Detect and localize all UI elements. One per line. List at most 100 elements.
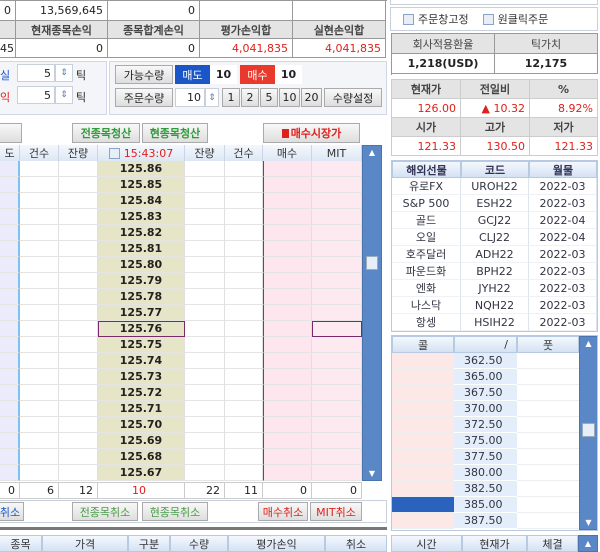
scroll-up-icon[interactable]: ▲ [585, 339, 592, 348]
order-cell[interactable] [263, 449, 312, 465]
order-cell[interactable] [20, 321, 59, 337]
qty-button-5[interactable]: 5 [260, 88, 278, 107]
stop-loss-input[interactable]: 5 [17, 64, 55, 82]
ladder-scrollbar[interactable]: ▲ ▼ [362, 145, 382, 481]
price-cell[interactable]: 125.84 [98, 193, 185, 209]
order-cell[interactable] [185, 273, 225, 289]
order-cell[interactable] [263, 401, 312, 417]
futures-cell[interactable]: HSIH22 [461, 314, 529, 331]
order-cell[interactable] [312, 241, 362, 257]
order-cell[interactable] [20, 433, 59, 449]
order-cell[interactable] [20, 257, 59, 273]
fix-window-checkbox[interactable] [403, 13, 414, 25]
order-cell[interactable] [0, 289, 20, 305]
futures-cell[interactable]: 나스닥 [392, 297, 461, 314]
order-cell[interactable] [185, 401, 225, 417]
order-cell[interactable] [225, 161, 263, 177]
order-cell[interactable] [185, 257, 225, 273]
call-cell[interactable] [392, 433, 454, 449]
order-cell[interactable] [225, 209, 263, 225]
futures-cell[interactable]: 오일 [392, 229, 461, 246]
order-cell[interactable] [59, 465, 98, 481]
order-cell[interactable] [312, 289, 362, 305]
order-cell[interactable] [185, 449, 225, 465]
call-cell[interactable] [392, 401, 454, 417]
scroll-down-icon[interactable]: ▼ [368, 469, 376, 478]
price-cell[interactable]: 125.81 [98, 241, 185, 257]
order-cell[interactable] [59, 337, 98, 353]
price-cell[interactable]: 125.77 [98, 305, 185, 321]
sell-market-button[interactable] [0, 123, 22, 143]
order-cell[interactable] [312, 401, 362, 417]
call-cell[interactable] [392, 385, 454, 401]
order-cell[interactable] [312, 449, 362, 465]
futures-cell[interactable]: 2022-03 [529, 195, 597, 212]
order-cell[interactable] [263, 273, 312, 289]
order-cell[interactable] [20, 241, 59, 257]
call-cell[interactable] [392, 449, 454, 465]
order-cell[interactable] [0, 225, 20, 241]
order-cell[interactable] [312, 385, 362, 401]
buy-cancel-button[interactable]: 매수취소 [258, 502, 308, 521]
order-cell[interactable] [0, 241, 20, 257]
order-cell[interactable] [263, 385, 312, 401]
price-cell[interactable]: 125.79 [98, 273, 185, 289]
put-cell[interactable] [517, 513, 579, 529]
stop-loss-spinner[interactable]: ⇕ [55, 64, 73, 82]
order-cell[interactable] [20, 465, 59, 481]
scroll-thumb[interactable] [582, 423, 595, 437]
take-profit-spinner[interactable]: ⇕ [55, 86, 73, 104]
order-cell[interactable] [225, 433, 263, 449]
order-cell[interactable] [0, 385, 20, 401]
futures-cell[interactable]: 골드 [392, 212, 461, 229]
futures-cell[interactable]: 2022-03 [529, 263, 597, 280]
option-scrollbar[interactable]: ▲ ▼ [579, 336, 597, 530]
order-cell[interactable] [263, 193, 312, 209]
futures-row[interactable]: 항셍 HSIH22 2022-03 [392, 314, 597, 331]
order-cell[interactable] [263, 225, 312, 241]
order-cell[interactable] [0, 369, 20, 385]
order-cell[interactable] [263, 465, 312, 481]
take-profit-input[interactable]: 5 [17, 86, 55, 104]
checkbox[interactable] [108, 147, 120, 159]
price-cell[interactable]: 125.85 [98, 177, 185, 193]
put-cell[interactable] [517, 353, 579, 369]
futures-cell[interactable]: UROH22 [461, 178, 529, 195]
order-cell[interactable] [263, 353, 312, 369]
order-cell[interactable] [312, 433, 362, 449]
order-cell[interactable] [263, 257, 312, 273]
order-cell[interactable] [225, 337, 263, 353]
futures-cell[interactable]: 2022-03 [529, 314, 597, 331]
futures-row[interactable]: S&P 500 ESH22 2022-03 [392, 195, 597, 212]
order-cell[interactable] [59, 417, 98, 433]
call-cell[interactable] [392, 369, 454, 385]
futures-cell[interactable]: 2022-03 [529, 297, 597, 314]
futures-cell[interactable]: BPH22 [461, 263, 529, 280]
order-cell[interactable] [312, 209, 362, 225]
price-cell[interactable]: 125.69 [98, 433, 185, 449]
futures-row[interactable]: 엔화 JYH22 2022-03 [392, 280, 597, 297]
cancel-current-button[interactable]: 현종목취소 [142, 502, 208, 521]
order-cell[interactable] [185, 353, 225, 369]
mit-cancel-button[interactable]: MIT취소 [310, 502, 362, 521]
price-cell[interactable]: 125.73 [98, 369, 185, 385]
order-cell[interactable] [20, 369, 59, 385]
order-cell[interactable] [0, 401, 20, 417]
order-cell[interactable] [20, 353, 59, 369]
put-cell[interactable] [517, 449, 579, 465]
order-cell[interactable] [20, 305, 59, 321]
qty-button-1[interactable]: 1 [222, 88, 240, 107]
order-cell[interactable] [185, 177, 225, 193]
futures-cell[interactable]: CLJ22 [461, 229, 529, 246]
order-cell[interactable] [20, 417, 59, 433]
order-cell[interactable] [225, 465, 263, 481]
put-cell[interactable] [517, 497, 579, 513]
order-cell[interactable] [185, 193, 225, 209]
order-cell[interactable] [59, 305, 98, 321]
futures-cell[interactable]: ESH22 [461, 195, 529, 212]
qty-button-2[interactable]: 2 [241, 88, 259, 107]
market-buy-button[interactable]: 매수시장가 [263, 123, 360, 143]
order-cell[interactable] [312, 273, 362, 289]
order-cell[interactable] [185, 385, 225, 401]
order-cell[interactable] [312, 337, 362, 353]
